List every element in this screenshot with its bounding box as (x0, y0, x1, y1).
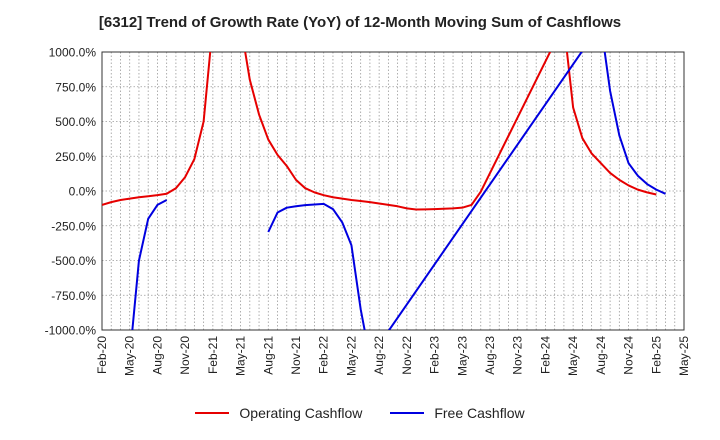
y-tick-label: 250.0% (55, 150, 96, 164)
legend-item-operating-cashflow: Operating Cashflow (195, 405, 362, 421)
series-line-operating-cashflow (102, 52, 657, 211)
x-tick-label: May-20 (123, 336, 137, 376)
chart-legend: Operating Cashflow Free Cashflow (0, 405, 720, 421)
y-tick-label: -1000.0% (45, 324, 97, 338)
x-tick-label: May-22 (344, 336, 358, 376)
x-tick-label: Nov-22 (400, 336, 414, 375)
x-tick-label: Feb-21 (206, 336, 220, 374)
series-line-free-cashflow (131, 52, 666, 330)
y-tick-label: 500.0% (55, 115, 96, 129)
x-tick-label: May-21 (234, 336, 248, 376)
x-tick-label: May-24 (566, 336, 580, 376)
x-tick-label: Aug-24 (594, 336, 608, 375)
x-tick-label: Aug-20 (150, 336, 164, 375)
x-tick-label: May-25 (677, 336, 691, 376)
x-tick-label: May-23 (455, 336, 469, 376)
x-tick-label: Nov-21 (289, 336, 303, 375)
y-tick-label: -250.0% (51, 219, 96, 233)
legend-label-operating-cashflow: Operating Cashflow (239, 405, 363, 421)
x-tick-label: Aug-21 (261, 336, 275, 375)
y-tick-label: 1000.0% (49, 46, 97, 60)
plot-frame (101, 51, 685, 331)
x-tick-label: Aug-22 (372, 336, 386, 375)
x-tick-label: Nov-24 (622, 336, 636, 375)
y-tick-label: -750.0% (51, 289, 96, 303)
x-tick-label: Aug-23 (483, 336, 497, 375)
x-tick-label: Feb-22 (317, 336, 331, 374)
x-tick-label: Nov-20 (178, 336, 192, 375)
x-tick-label: Feb-20 (95, 336, 109, 374)
legend-swatch-free-cashflow (390, 412, 425, 414)
legend-item-free-cashflow: Free Cashflow (390, 405, 525, 421)
y-tick-label: -500.0% (51, 254, 96, 268)
y-tick-label: 0.0% (69, 185, 97, 199)
legend-label-free-cashflow: Free Cashflow (434, 405, 525, 421)
chart-title: [6312] Trend of Growth Rate (YoY) of 12-… (98, 14, 622, 31)
x-tick-label: Feb-24 (538, 336, 552, 374)
x-tick-label: Nov-23 (511, 336, 525, 375)
legend-swatch-operating-cashflow (195, 412, 230, 414)
y-tick-label: 750.0% (55, 80, 96, 94)
x-tick-label: Feb-25 (649, 336, 663, 374)
x-tick-label: Feb-23 (428, 336, 442, 374)
